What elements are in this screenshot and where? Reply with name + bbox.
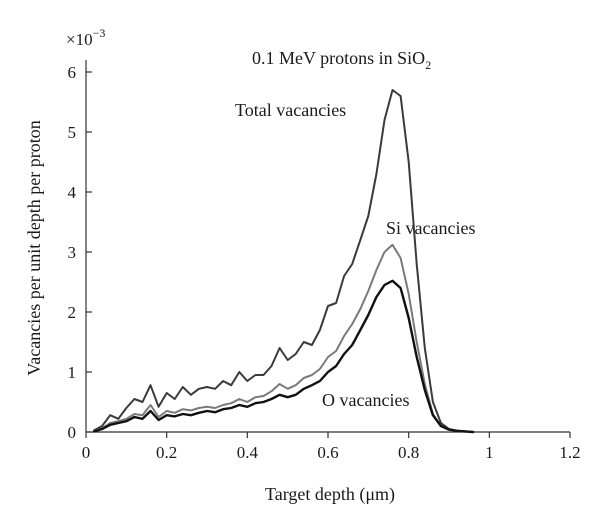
y-tick-label: 6 bbox=[68, 63, 77, 82]
ticks-layer: 0 0.2 0.4 0.6 0.8 1 1.2 0 1 2 3 4 5 6 bbox=[68, 63, 581, 462]
series-line-o-vacancies bbox=[92, 279, 475, 434]
y-multiplier-base: ×10 bbox=[66, 30, 93, 49]
series-label-si: Si vacancies bbox=[386, 218, 475, 238]
series-layer bbox=[92, 89, 475, 434]
series-line-total-vacancies bbox=[93, 89, 475, 433]
x-axis-title: Target depth (μm) bbox=[265, 484, 395, 505]
y-tick-label: 0 bbox=[68, 423, 77, 442]
y-tick-label: 2 bbox=[68, 303, 77, 322]
x-tick-label: 0.4 bbox=[237, 443, 259, 462]
series-label-o: O vacancies bbox=[322, 390, 409, 410]
y-tick-label: 1 bbox=[68, 363, 77, 382]
x-tick-label: 0.2 bbox=[156, 443, 177, 462]
chart-title-main: 0.1 MeV protons in SiO bbox=[252, 48, 425, 68]
y-tick-label: 3 bbox=[68, 243, 77, 262]
y-axis-title: Vacancies per unit depth per proton bbox=[24, 120, 44, 375]
y-multiplier: ×10−3 bbox=[66, 26, 105, 49]
chart-title: 0.1 MeV protons in SiO2 bbox=[252, 48, 431, 72]
x-tick-label: 1.2 bbox=[559, 443, 580, 462]
chart-title-subscript: 2 bbox=[425, 58, 431, 72]
y-tick-label: 4 bbox=[68, 183, 77, 202]
y-tick-label: 5 bbox=[68, 123, 77, 142]
x-tick-label: 0.8 bbox=[398, 443, 419, 462]
y-multiplier-exponent: −3 bbox=[93, 26, 106, 40]
series-line-si-vacancies bbox=[93, 243, 475, 433]
x-tick-label: 1 bbox=[485, 443, 494, 462]
series-label-total: Total vacancies bbox=[235, 100, 346, 120]
x-tick-label: 0.6 bbox=[317, 443, 338, 462]
x-tick-label: 0 bbox=[82, 443, 91, 462]
